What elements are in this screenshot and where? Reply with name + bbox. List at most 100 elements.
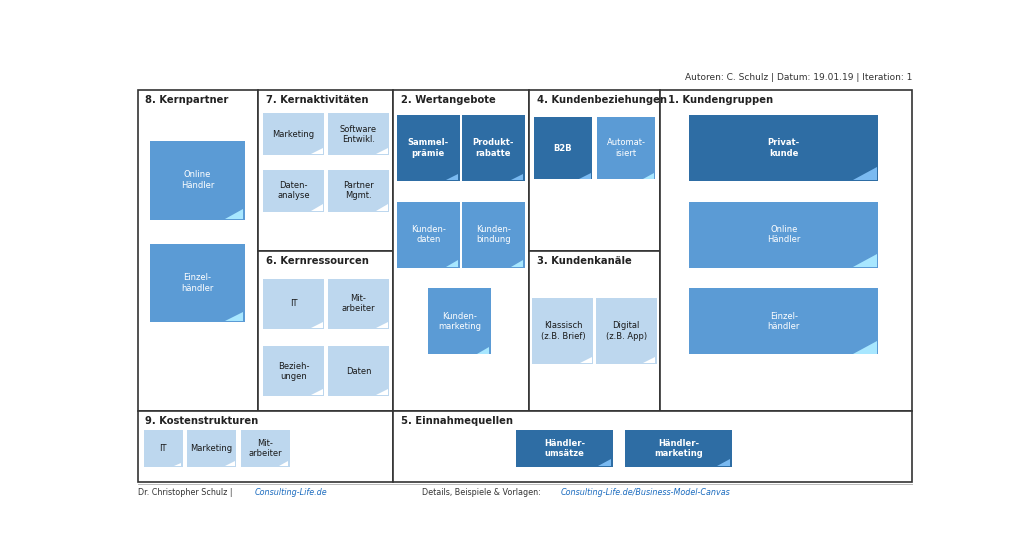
Polygon shape [174, 463, 181, 466]
Text: Bezieh-
ungen: Bezieh- ungen [278, 361, 309, 381]
Polygon shape [376, 321, 388, 328]
Polygon shape [511, 260, 523, 267]
FancyBboxPatch shape [328, 279, 389, 329]
FancyBboxPatch shape [263, 113, 325, 155]
FancyBboxPatch shape [532, 298, 594, 364]
Text: Daten: Daten [346, 367, 372, 376]
Text: Consulting-Life.de: Consulting-Life.de [255, 488, 328, 497]
FancyBboxPatch shape [258, 90, 393, 251]
FancyBboxPatch shape [625, 430, 732, 467]
Text: 1. Kundengruppen: 1. Kundengruppen [669, 96, 773, 106]
Polygon shape [580, 172, 591, 178]
Polygon shape [280, 461, 289, 466]
Text: Online
Händler: Online Händler [181, 171, 214, 190]
Text: B2B: B2B [554, 143, 572, 152]
Text: IT: IT [160, 444, 167, 453]
Polygon shape [311, 205, 323, 211]
Text: 7. Kernaktivitäten: 7. Kernaktivitäten [265, 96, 368, 106]
Text: Automat-
isiert: Automat- isiert [606, 138, 645, 158]
Text: 9. Kostenstrukturen: 9. Kostenstrukturen [145, 416, 259, 426]
Text: Autoren: C. Schulz | Datum: 19.01.19 | Iteration: 1: Autoren: C. Schulz | Datum: 19.01.19 | I… [685, 73, 912, 82]
Text: 3. Kundenkanäle: 3. Kundenkanäle [537, 256, 632, 266]
FancyBboxPatch shape [528, 90, 660, 251]
Text: Privat-
kunde: Privat- kunde [768, 138, 800, 158]
Polygon shape [376, 205, 388, 211]
FancyBboxPatch shape [328, 346, 389, 396]
Text: Mit-
arbeiter: Mit- arbeiter [342, 294, 376, 314]
FancyBboxPatch shape [263, 279, 325, 329]
Text: Produkt-
rabatte: Produkt- rabatte [473, 138, 514, 158]
Polygon shape [225, 311, 243, 321]
Text: Kunden-
marketing: Kunden- marketing [438, 312, 481, 331]
Text: 6. Kernressourcen: 6. Kernressourcen [265, 256, 369, 266]
Polygon shape [477, 347, 489, 354]
Text: Details, Beispiele & Vorlagen:: Details, Beispiele & Vorlagen: [422, 488, 543, 497]
Text: Marketing: Marketing [272, 130, 314, 139]
FancyBboxPatch shape [516, 430, 612, 467]
Text: Händler-
marketing: Händler- marketing [654, 439, 702, 459]
FancyBboxPatch shape [263, 170, 325, 211]
Text: 8. Kernpartner: 8. Kernpartner [145, 96, 228, 106]
Polygon shape [311, 389, 323, 395]
Polygon shape [376, 148, 388, 155]
FancyBboxPatch shape [241, 430, 290, 467]
FancyBboxPatch shape [328, 170, 389, 211]
Text: Mit-
arbeiter: Mit- arbeiter [249, 439, 283, 459]
Text: Partner
Mgmt.: Partner Mgmt. [343, 181, 374, 200]
FancyBboxPatch shape [328, 113, 389, 155]
Text: Kunden-
daten: Kunden- daten [411, 225, 445, 245]
Polygon shape [643, 172, 653, 178]
FancyBboxPatch shape [528, 251, 660, 411]
Text: 2. Wertangebote: 2. Wertangebote [401, 96, 496, 106]
FancyBboxPatch shape [689, 202, 879, 268]
FancyBboxPatch shape [393, 90, 528, 411]
FancyBboxPatch shape [393, 411, 912, 482]
Text: Händler-
umsätze: Händler- umsätze [544, 439, 585, 459]
FancyBboxPatch shape [143, 430, 182, 467]
Text: 5. Einnahmequellen: 5. Einnahmequellen [401, 416, 513, 426]
FancyBboxPatch shape [689, 115, 879, 181]
FancyBboxPatch shape [660, 90, 912, 411]
Polygon shape [376, 389, 388, 395]
Polygon shape [718, 459, 730, 466]
FancyBboxPatch shape [397, 115, 460, 181]
Polygon shape [311, 321, 323, 328]
Text: Einzel-
händler: Einzel- händler [181, 273, 214, 292]
Text: Marketing: Marketing [190, 444, 232, 453]
FancyBboxPatch shape [137, 90, 258, 411]
FancyBboxPatch shape [258, 251, 393, 411]
FancyBboxPatch shape [597, 117, 655, 180]
FancyBboxPatch shape [397, 202, 460, 268]
Text: Sammel-
prämie: Sammel- prämie [408, 138, 449, 158]
FancyBboxPatch shape [462, 202, 525, 268]
FancyBboxPatch shape [151, 141, 245, 220]
Text: IT: IT [290, 299, 297, 308]
Polygon shape [598, 459, 611, 466]
FancyBboxPatch shape [534, 117, 592, 180]
Text: Klassisch
(z.B. Brief): Klassisch (z.B. Brief) [541, 321, 586, 341]
FancyBboxPatch shape [689, 289, 879, 354]
Polygon shape [446, 173, 458, 180]
Polygon shape [311, 148, 323, 155]
Polygon shape [643, 357, 655, 363]
Polygon shape [511, 173, 523, 180]
FancyBboxPatch shape [151, 244, 245, 322]
Text: Dr. Christopher Schulz |: Dr. Christopher Schulz | [137, 488, 234, 497]
Text: Digital
(z.B. App): Digital (z.B. App) [605, 321, 647, 341]
FancyBboxPatch shape [137, 411, 393, 482]
FancyBboxPatch shape [462, 115, 525, 181]
Text: Daten-
analyse: Daten- analyse [278, 181, 310, 200]
Polygon shape [225, 461, 234, 466]
FancyBboxPatch shape [263, 346, 325, 396]
Polygon shape [225, 209, 243, 219]
Text: Consulting-Life.de/Business-Model-Canvas: Consulting-Life.de/Business-Model-Canvas [560, 488, 730, 497]
Text: 4. Kundenbeziehungen: 4. Kundenbeziehungen [537, 96, 667, 106]
Text: Software
Entwikl.: Software Entwikl. [340, 125, 377, 144]
Polygon shape [446, 260, 458, 267]
FancyBboxPatch shape [428, 289, 490, 354]
Polygon shape [581, 357, 592, 363]
FancyBboxPatch shape [596, 298, 656, 364]
Text: Kunden-
bindung: Kunden- bindung [476, 225, 511, 245]
Polygon shape [853, 167, 877, 180]
FancyBboxPatch shape [187, 430, 237, 467]
